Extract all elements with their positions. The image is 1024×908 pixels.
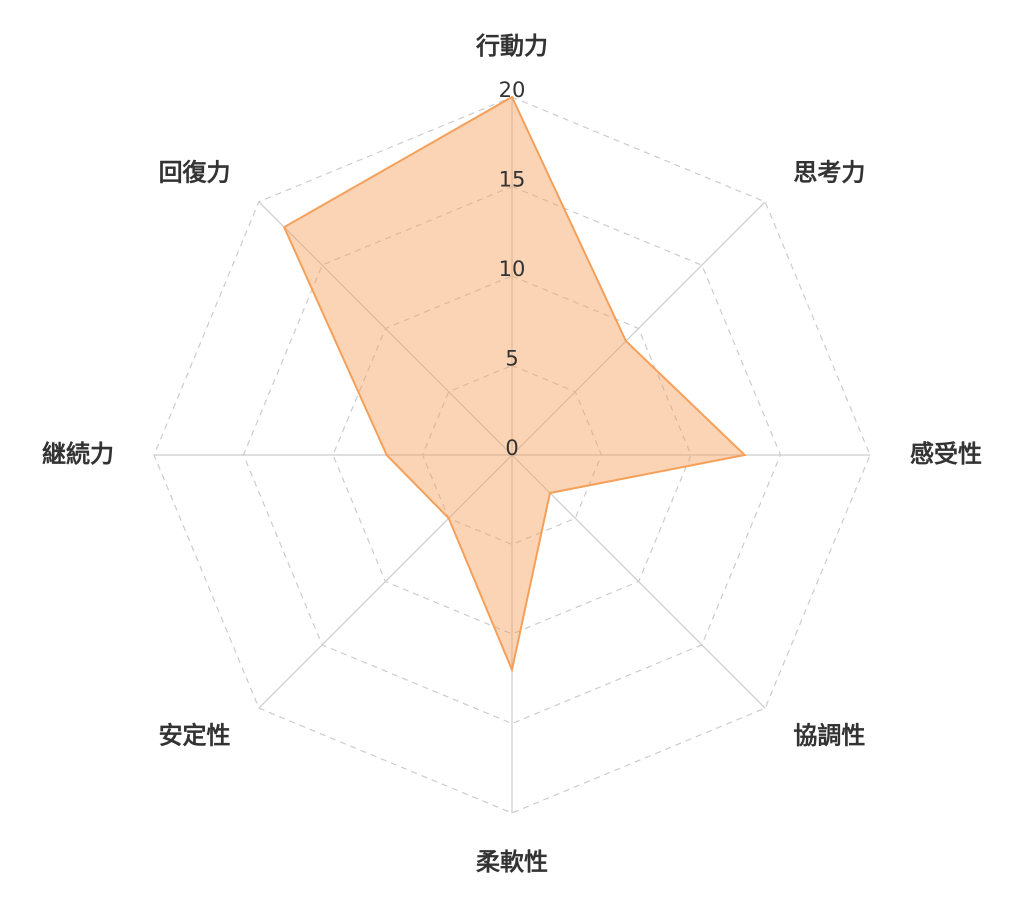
- tick-label: 10: [499, 257, 526, 281]
- category-label: 継続力: [42, 440, 114, 468]
- grid-ring: [421, 364, 603, 546]
- tick-label: 5: [505, 347, 518, 371]
- grid-ring: [153, 96, 871, 814]
- category-label: 回復力: [159, 159, 231, 187]
- tick-label: 15: [499, 168, 526, 192]
- series-area: [282, 95, 747, 674]
- category-label: 安定性: [159, 721, 231, 749]
- spoke: [258, 454, 513, 709]
- category-label: 柔軟性: [476, 848, 548, 876]
- tick-label: 20: [499, 78, 526, 102]
- spoke: [511, 454, 766, 709]
- grid-ring: [332, 275, 692, 635]
- spoke: [258, 201, 513, 456]
- tick-label: 0: [505, 436, 518, 460]
- category-label: 協調性: [793, 721, 865, 749]
- category-label: 感受性: [910, 440, 982, 468]
- spoke: [511, 201, 766, 456]
- category-label: 思考力: [793, 159, 865, 187]
- category-label: 行動力: [475, 32, 548, 60]
